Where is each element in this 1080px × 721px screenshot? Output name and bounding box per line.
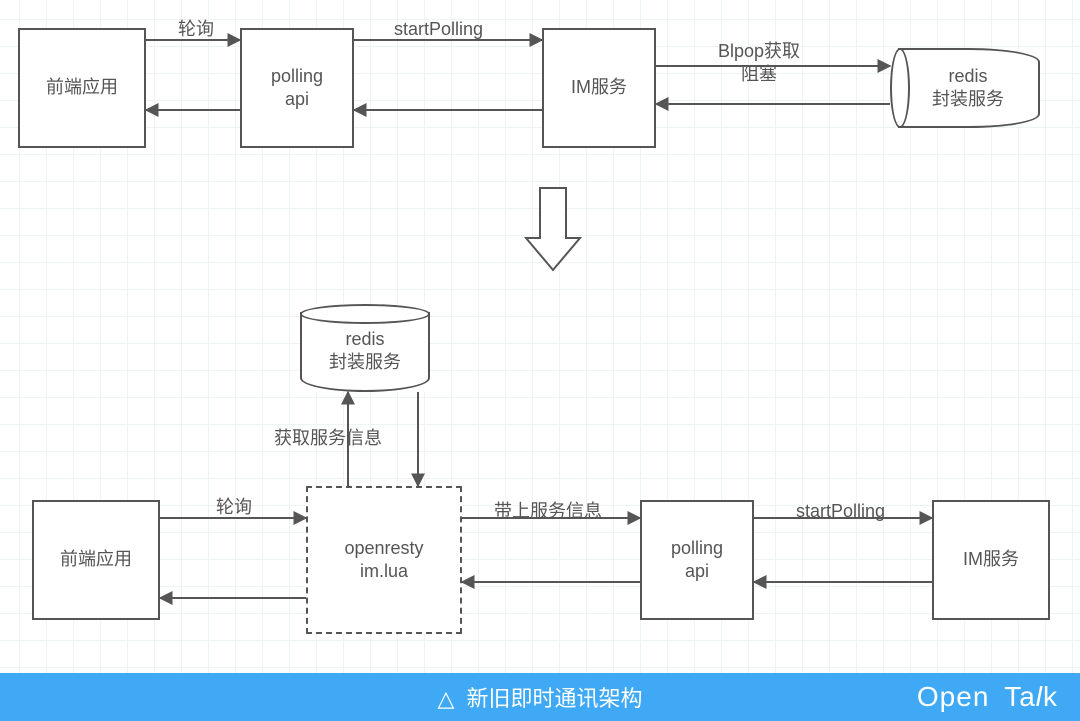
node-label: api [685, 560, 709, 583]
footer-caption: △ 新旧即时通讯架构 [437, 681, 642, 713]
node-label: 前端应用 [60, 548, 132, 571]
node-top-im-service: IM服务 [542, 28, 656, 148]
node-bot-frontend: 前端应用 [32, 500, 160, 620]
node-label: im.lua [360, 560, 408, 583]
node-label: redis [948, 65, 987, 88]
edge-label-startpolling-top: startPolling [394, 18, 483, 41]
node-label: 前端应用 [46, 76, 118, 99]
node-label: api [285, 88, 309, 111]
node-label: IM服务 [963, 548, 1019, 571]
node-label: redis [345, 328, 384, 351]
node-label: openresty [344, 537, 423, 560]
node-label: polling [271, 65, 323, 88]
node-bot-openresty: openresty im.lua [306, 486, 462, 634]
edge-label-get-service-info: 获取服务信息 [274, 427, 382, 450]
edge-label-with-service-info: 带上服务信息 [494, 500, 602, 523]
footer-bar: △ 新旧即时通讯架构 Open Talk [0, 673, 1080, 721]
node-label: 封装服务 [329, 351, 401, 374]
node-label: IM服务 [571, 76, 627, 99]
edge-label-polling-top: 轮询 [178, 18, 214, 41]
transition-arrow-icon [526, 188, 580, 270]
node-bot-redis: redis 封装服务 [300, 304, 430, 392]
node-label: 封装服务 [932, 88, 1004, 111]
node-top-redis: redis 封装服务 [890, 48, 1040, 128]
node-top-frontend: 前端应用 [18, 28, 146, 148]
diagram-canvas: 前端应用 polling api IM服务 redis 封装服务 redis 封… [0, 0, 1080, 721]
footer-brand: Open Talk [917, 681, 1058, 713]
node-top-polling-api: polling api [240, 28, 354, 148]
node-bot-im-service: IM服务 [932, 500, 1050, 620]
edge-label-blpop: Blpop获取 阻塞 [718, 40, 800, 85]
edge-label-polling-bot: 轮询 [216, 496, 252, 519]
node-label: polling [671, 537, 723, 560]
node-bot-polling-api: polling api [640, 500, 754, 620]
edge-label-startpolling-bot: startPolling [796, 500, 885, 523]
